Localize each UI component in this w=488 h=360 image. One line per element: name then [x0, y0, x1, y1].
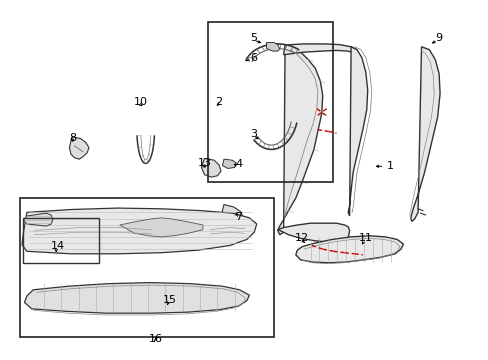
Polygon shape: [277, 223, 349, 242]
Polygon shape: [120, 218, 203, 237]
Polygon shape: [347, 47, 367, 216]
Polygon shape: [266, 42, 279, 51]
Text: 5: 5: [249, 33, 256, 43]
Text: 8: 8: [69, 132, 76, 143]
Text: 15: 15: [163, 294, 177, 305]
Polygon shape: [283, 44, 356, 55]
Text: 7: 7: [235, 212, 242, 222]
Polygon shape: [295, 236, 403, 263]
Polygon shape: [22, 208, 256, 254]
Polygon shape: [24, 283, 249, 313]
Polygon shape: [23, 213, 53, 226]
Text: 14: 14: [51, 240, 64, 251]
Polygon shape: [221, 204, 243, 225]
Text: 4: 4: [235, 159, 242, 169]
Bar: [23, 218, 99, 263]
Text: 9: 9: [435, 33, 442, 43]
Polygon shape: [201, 158, 221, 177]
Text: 6: 6: [249, 53, 256, 63]
Text: 11: 11: [358, 233, 372, 243]
Text: 16: 16: [148, 334, 162, 344]
Text: 2: 2: [215, 96, 222, 107]
Polygon shape: [410, 47, 439, 221]
Text: 12: 12: [295, 233, 308, 243]
Text: 10: 10: [134, 96, 147, 107]
Text: 13: 13: [197, 158, 211, 168]
Text: 3: 3: [249, 129, 256, 139]
Text: 1: 1: [386, 161, 393, 171]
Polygon shape: [277, 45, 322, 235]
Bar: [207, 22, 332, 182]
Polygon shape: [222, 159, 236, 168]
Polygon shape: [69, 137, 89, 159]
Bar: [20, 198, 273, 337]
